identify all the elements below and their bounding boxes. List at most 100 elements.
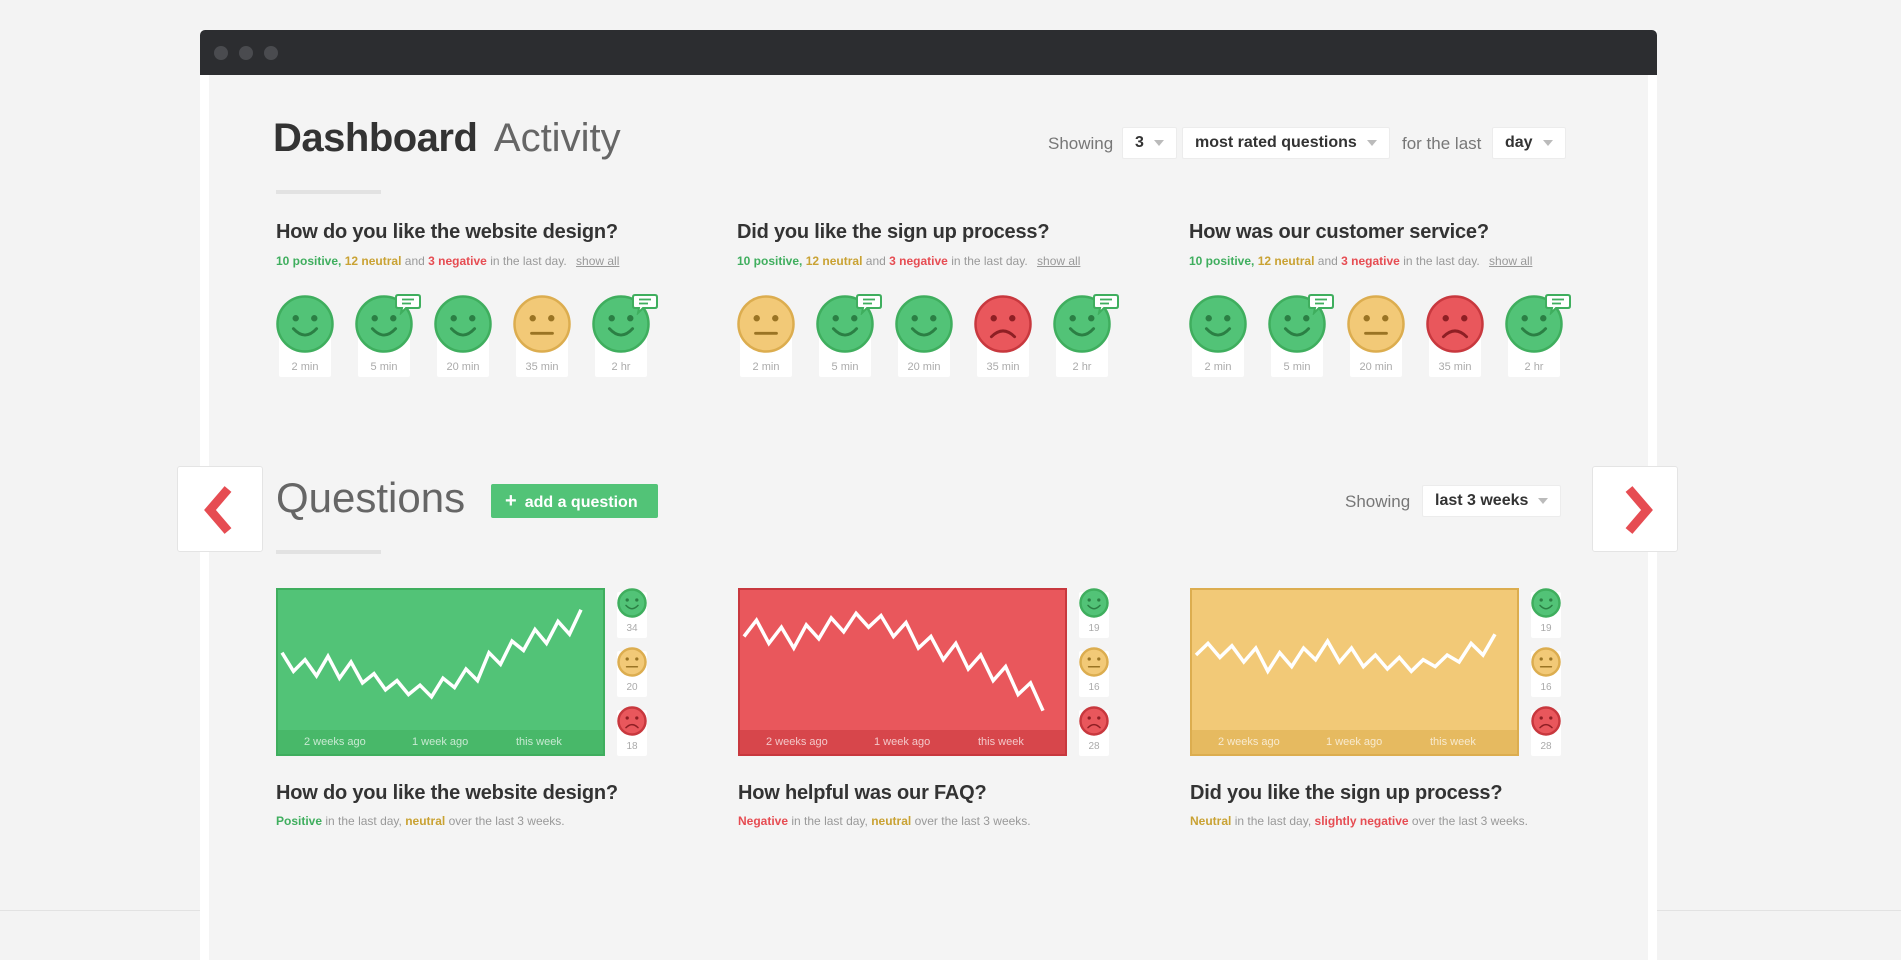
range-dropdown[interactable]: last 3 weeks bbox=[1422, 485, 1562, 517]
trend-chart[interactable]: 2 weeks ago 1 week ago this week bbox=[738, 588, 1067, 756]
trend-chart-svg bbox=[276, 588, 605, 756]
summary-text: in the last day, bbox=[1234, 814, 1312, 828]
x-axis-label: 1 week ago bbox=[874, 736, 931, 748]
add-question-button[interactable]: + add a question bbox=[491, 484, 658, 518]
count-value: 19 bbox=[1540, 623, 1552, 634]
rating-time: 35 min bbox=[1438, 361, 1472, 373]
show-all-link[interactable]: show all bbox=[1489, 254, 1533, 268]
summary-suffix: in the last day. bbox=[951, 254, 1028, 268]
x-axis-label: 2 weeks ago bbox=[1218, 736, 1280, 748]
x-axis-label: 2 weeks ago bbox=[766, 736, 828, 748]
question-card-title[interactable]: Did you like the sign up process? bbox=[1190, 782, 1503, 804]
rating-card[interactable]: 2 min bbox=[276, 295, 334, 377]
positive-count: 10 positive, bbox=[737, 254, 803, 268]
question-card-title[interactable]: How helpful was our FAQ? bbox=[738, 782, 987, 804]
and-text: and bbox=[1317, 254, 1338, 268]
neutral-face-icon bbox=[1079, 647, 1109, 677]
rating-card[interactable]: 2 min bbox=[737, 295, 795, 377]
rating-card[interactable]: 35 min bbox=[513, 295, 571, 377]
summary-today: Negative bbox=[738, 814, 789, 828]
rating-card[interactable]: 2 hr bbox=[1053, 294, 1119, 377]
negative-face-icon bbox=[1531, 706, 1561, 736]
trend-chart[interactable]: 2 weeks ago 1 week ago this week bbox=[1190, 588, 1519, 756]
chevron-down-icon bbox=[1542, 139, 1553, 146]
show-all-link[interactable]: show all bbox=[576, 254, 620, 268]
trend-chart-svg bbox=[738, 588, 1067, 756]
rating-card[interactable]: 5 min bbox=[816, 294, 882, 377]
rating-card[interactable]: 20 min bbox=[434, 295, 492, 377]
rating-time: 2 hr bbox=[1524, 361, 1544, 373]
window-minimize-dot[interactable] bbox=[239, 46, 253, 60]
page-title-light: Activity bbox=[493, 116, 621, 160]
rating-card[interactable]: 2 min bbox=[1189, 295, 1247, 377]
for-the-last-label: for the last bbox=[1402, 134, 1482, 153]
positive-face-icon bbox=[816, 295, 874, 353]
rating-card[interactable]: 20 min bbox=[1347, 295, 1405, 377]
negative-face-icon bbox=[974, 295, 1032, 353]
title-underline bbox=[276, 190, 381, 194]
x-axis-label: 2 weeks ago bbox=[304, 736, 366, 748]
count-value: 19 bbox=[1088, 623, 1100, 634]
positive-face-icon bbox=[276, 295, 334, 353]
rating-time: 2 min bbox=[752, 361, 780, 373]
count-value: 16 bbox=[1540, 682, 1552, 693]
x-axis-label: 1 week ago bbox=[1326, 736, 1383, 748]
count-dropdown[interactable]: 3 bbox=[1122, 127, 1177, 159]
summary-today: Neutral bbox=[1190, 814, 1232, 828]
rating-time: 20 min bbox=[446, 361, 480, 373]
rating-card[interactable]: 2 hr bbox=[592, 294, 658, 377]
comment-icon bbox=[632, 294, 658, 315]
summary-text: in the last day, bbox=[325, 814, 402, 828]
activity-question-title: How do you like the website design? bbox=[276, 221, 618, 243]
comment-icon bbox=[395, 294, 421, 315]
rating-time: 2 min bbox=[1204, 361, 1232, 373]
positive-face-icon bbox=[434, 295, 492, 353]
positive-face-icon bbox=[1268, 295, 1326, 353]
negative-count: 3 negative bbox=[889, 254, 948, 268]
activity-question-summary: 10 positive, 12 neutral and 3 negative i… bbox=[1189, 254, 1532, 268]
neutral-face-icon bbox=[1347, 295, 1405, 353]
type-dropdown[interactable]: most rated questions bbox=[1182, 127, 1390, 159]
summary-today: Positive bbox=[276, 814, 323, 828]
comment-icon bbox=[1093, 294, 1119, 315]
next-button[interactable] bbox=[1592, 466, 1678, 552]
trend-line bbox=[742, 610, 1045, 712]
rating-time: 2 hr bbox=[611, 361, 631, 373]
summary-suffix: in the last day. bbox=[1403, 254, 1480, 268]
rating-card[interactable]: 20 min bbox=[895, 295, 953, 377]
summary-text: in the last day, bbox=[791, 814, 868, 828]
summary-overall: neutral bbox=[405, 814, 446, 828]
period-dropdown[interactable]: day bbox=[1492, 127, 1566, 159]
questions-underline bbox=[276, 550, 381, 554]
negative-count: 3 negative bbox=[1341, 254, 1400, 268]
type-dropdown-value: most rated questions bbox=[1195, 134, 1357, 151]
chevron-down-icon bbox=[1538, 497, 1549, 504]
activity-question-title: Did you like the sign up process? bbox=[737, 221, 1050, 243]
negative-face-icon bbox=[617, 706, 647, 736]
positive-face-icon bbox=[895, 295, 953, 353]
window-close-dot[interactable] bbox=[214, 46, 228, 60]
rating-card[interactable]: 2 hr bbox=[1505, 294, 1571, 377]
prev-button[interactable] bbox=[177, 466, 263, 552]
show-all-link[interactable]: show all bbox=[1037, 254, 1081, 268]
rating-card[interactable]: 5 min bbox=[355, 294, 421, 377]
app-window bbox=[200, 30, 1657, 960]
summary-text: over the last 3 weeks. bbox=[448, 814, 565, 828]
rating-card[interactable]: 35 min bbox=[974, 295, 1032, 377]
rating-time: 35 min bbox=[525, 361, 559, 373]
rating-card[interactable]: 35 min bbox=[1426, 295, 1484, 377]
neutral-count: 12 neutral bbox=[805, 254, 863, 268]
showing-label: Showing bbox=[1048, 134, 1114, 153]
question-card-summary: Neutral in the last day, slightly negati… bbox=[1190, 814, 1528, 828]
comment-icon bbox=[856, 294, 882, 315]
page-title-bold: Dashboard bbox=[273, 116, 478, 160]
positive-face-icon bbox=[1053, 295, 1111, 353]
negative-count: 3 negative bbox=[428, 254, 487, 268]
rating-time: 20 min bbox=[907, 361, 941, 373]
window-maximize-dot[interactable] bbox=[264, 46, 278, 60]
count-value: 28 bbox=[1540, 741, 1552, 752]
question-card-title[interactable]: How do you like the website design? bbox=[276, 782, 618, 804]
trend-chart[interactable]: 2 weeks ago 1 week ago this week bbox=[276, 588, 605, 756]
period-dropdown-value: day bbox=[1505, 134, 1533, 151]
rating-card[interactable]: 5 min bbox=[1268, 294, 1334, 377]
